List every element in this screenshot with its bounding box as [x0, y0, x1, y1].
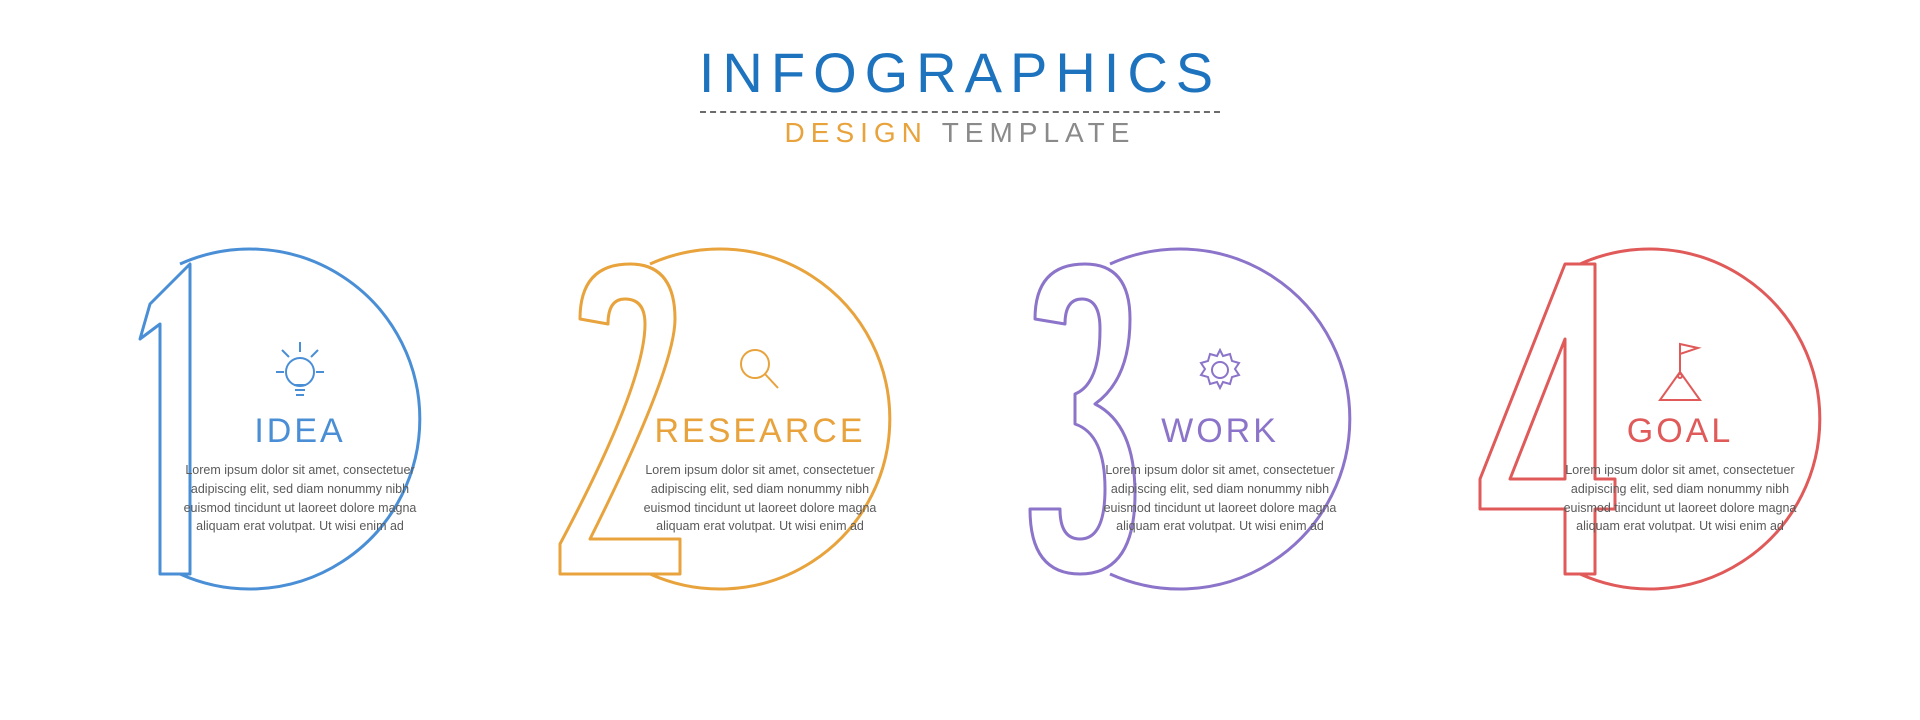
step-4-label: GOAL [1555, 412, 1805, 451]
step-2-label: RESEARCE [635, 412, 885, 451]
subtitle: DESIGN TEMPLATE [699, 117, 1221, 149]
step-3-content: WORK Lorem ipsum dolor sit amet, consect… [1095, 332, 1345, 536]
subtitle-word1: DESIGN [785, 117, 928, 148]
step-1: IDEA Lorem ipsum dolor sit amet, consect… [60, 209, 480, 629]
lightbulb-icon [175, 332, 425, 404]
subtitle-word2: TEMPLATE [942, 117, 1136, 148]
header-block: INFOGRAPHICS DESIGN TEMPLATE [699, 40, 1221, 149]
main-title: INFOGRAPHICS [699, 40, 1221, 105]
step-3: WORK Lorem ipsum dolor sit amet, consect… [980, 209, 1400, 629]
step-4-content: GOAL Lorem ipsum dolor sit amet, consect… [1555, 332, 1805, 536]
step-2-desc: Lorem ipsum dolor sit amet, consectetuer… [635, 461, 885, 536]
step-1-desc: Lorem ipsum dolor sit amet, consectetuer… [175, 461, 425, 536]
step-2-content: RESEARCE Lorem ipsum dolor sit amet, con… [635, 332, 885, 536]
step-3-label: WORK [1095, 412, 1345, 451]
step-4-desc: Lorem ipsum dolor sit amet, consectetuer… [1555, 461, 1805, 536]
step-4: GOAL Lorem ipsum dolor sit amet, consect… [1440, 209, 1860, 629]
flag-mountain-icon [1555, 332, 1805, 404]
steps-row: IDEA Lorem ipsum dolor sit amet, consect… [60, 209, 1860, 629]
step-3-desc: Lorem ipsum dolor sit amet, consectetuer… [1095, 461, 1345, 536]
magnifier-icon [635, 332, 885, 404]
step-1-content: IDEA Lorem ipsum dolor sit amet, consect… [175, 332, 425, 536]
gear-icon [1095, 332, 1345, 404]
step-1-label: IDEA [175, 412, 425, 451]
title-divider [700, 111, 1220, 113]
step-2: RESEARCE Lorem ipsum dolor sit amet, con… [520, 209, 940, 629]
